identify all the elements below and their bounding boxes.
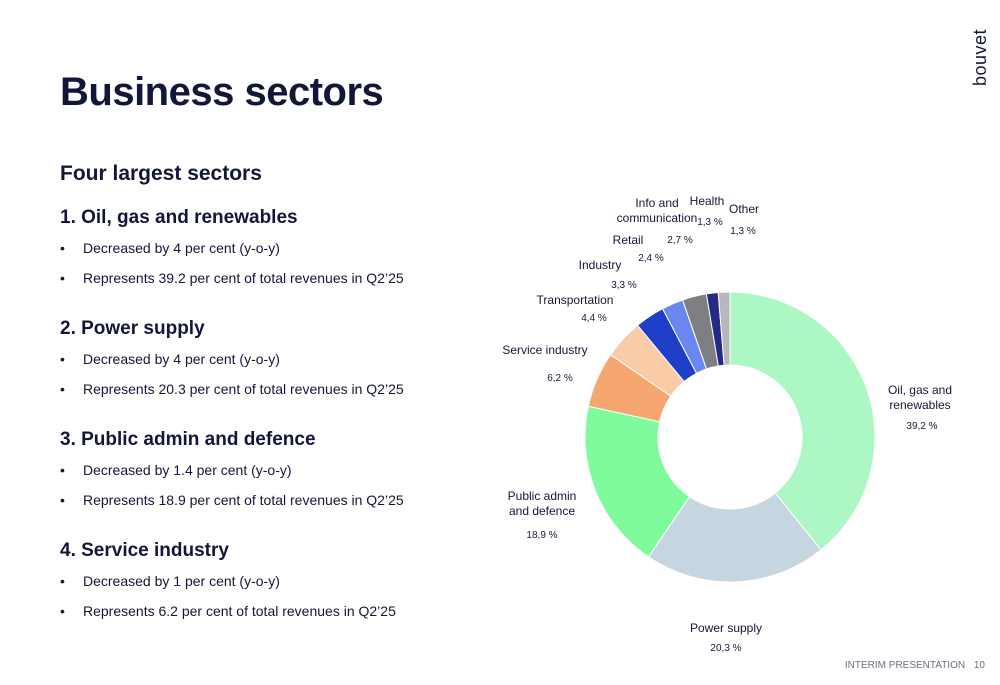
bullet-marker: • xyxy=(60,462,65,478)
sector-bullet-text: Decreased by 4 per cent (y-o-y) xyxy=(83,240,280,256)
sector-bullet-text: Represents 20.3 per cent of total revenu… xyxy=(83,381,404,397)
sector-bullet-text: Represents 6.2 per cent of total revenue… xyxy=(83,603,396,619)
slice-label: Oil, gas and renewables xyxy=(888,383,952,412)
slice-label: Health xyxy=(690,194,725,208)
sector-bullet: • Represents 20.3 per cent of total reven… xyxy=(60,380,500,410)
slice-label: Industry xyxy=(579,258,622,272)
slice-value-label: 1,3 % xyxy=(730,226,756,237)
bullet-marker: • xyxy=(60,573,65,589)
slice-value-label: 2,4 % xyxy=(638,253,664,264)
slice-label: Other xyxy=(729,202,759,216)
sector-bullet: • Represents 18.9 per cent of total reven… xyxy=(60,491,500,521)
donut-slice xyxy=(584,405,691,558)
donut-slice xyxy=(647,492,822,583)
bullet-marker: • xyxy=(60,240,65,256)
donut-slice xyxy=(717,291,731,366)
slice-label: Transportation xyxy=(537,293,614,307)
bullet-marker: • xyxy=(60,603,65,619)
sector-heading: 4. Service industry xyxy=(60,540,229,561)
donut-slice xyxy=(729,291,876,551)
sector-bullet-text: Decreased by 4 per cent (y-o-y) xyxy=(83,351,280,367)
sector-bullet: • Represents 39.2 per cent of total reven… xyxy=(60,269,500,299)
sector-bullet: • Decreased by 4 per cent (y-o-y) xyxy=(60,239,500,269)
slice-value-label: 39,2 % xyxy=(906,421,937,432)
footer: INTERIM PRESENTATION 10 xyxy=(839,660,985,671)
slice-value-label: 6,2 % xyxy=(547,373,573,384)
slice-value-label: 20,3 % xyxy=(710,643,741,654)
page-number: 10 xyxy=(973,660,985,671)
sector-block-oil-gas: 1. Oil, gas and renewables • Decreased by… xyxy=(60,207,500,299)
slice-label: Public admin and defence xyxy=(508,489,577,518)
bouvet-logo: bouvet xyxy=(970,29,990,86)
slice-value-label: 4,4 % xyxy=(581,313,607,324)
slice-value-label: 18,9 % xyxy=(526,530,557,541)
sector-heading: 2. Power supply xyxy=(60,318,205,339)
bullet-marker: • xyxy=(60,381,65,397)
sector-block-power-supply: 2. Power supply • Decreased by 4 per cent… xyxy=(60,318,500,410)
sector-heading: 3. Public admin and defence xyxy=(60,429,316,450)
slice-value-label: 1,3 % xyxy=(697,217,723,228)
sector-bullet-text: Represents 18.9 per cent of total revenu… xyxy=(83,492,404,508)
bullet-marker: • xyxy=(60,270,65,286)
sector-block-public-admin: 3. Public admin and defence • Decreased b… xyxy=(60,429,500,521)
section-subtitle: Four largest sectors xyxy=(60,162,262,185)
bullet-marker: • xyxy=(60,492,65,508)
sector-bullet: • Decreased by 4 per cent (y-o-y) xyxy=(60,350,500,380)
sector-donut-chart: Oil, gas and renewables 39,2 % Power supply… xyxy=(502,194,952,654)
sector-bullet-text: Decreased by 1.4 per cent (y-o-y) xyxy=(83,462,292,478)
footer-label: INTERIM PRESENTATION xyxy=(844,660,966,671)
slice-label: Power supply xyxy=(690,621,762,635)
bullet-marker: • xyxy=(60,351,65,367)
sector-bullet: • Decreased by 1.4 per cent (y-o-y) xyxy=(60,461,500,491)
logo-text: bouvet xyxy=(970,29,990,86)
slice-label: Retail xyxy=(613,233,644,247)
page-title: Business sectors xyxy=(60,70,384,114)
slice-value-label: 2,7 % xyxy=(667,235,693,246)
slice-label: Info and communication xyxy=(617,196,698,225)
slice-value-label: 3,3 % xyxy=(611,280,637,291)
sector-bullet: • Decreased by 1 per cent (y-o-y) xyxy=(60,572,500,602)
sector-bullet-text: Represents 39.2 per cent of total revenu… xyxy=(83,270,404,286)
sector-bullet: • Represents 6.2 per cent of total revenu… xyxy=(60,602,500,632)
sector-block-service-industry: 4. Service industry • Decreased by 1 per … xyxy=(60,540,500,632)
slice-label: Service industry xyxy=(502,343,587,357)
sector-heading: 1. Oil, gas and renewables xyxy=(60,207,298,228)
sector-bullet-text: Decreased by 1 per cent (y-o-y) xyxy=(83,573,280,589)
